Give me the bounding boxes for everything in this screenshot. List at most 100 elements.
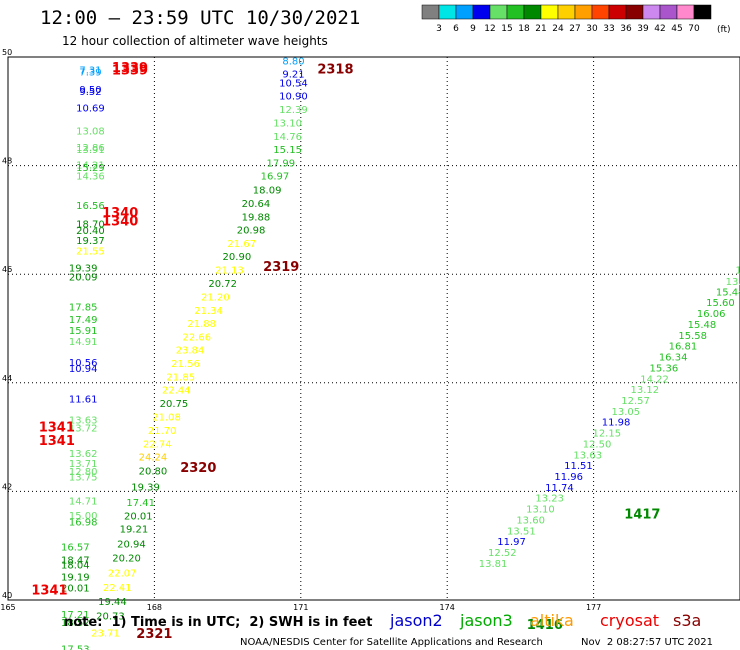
- wave-height-value: 14.21: [76, 160, 105, 171]
- wave-height-value: 21.56: [171, 359, 200, 370]
- timestamp-text: Nov 2 08:27:57 UTC 2021: [581, 637, 713, 648]
- footer-note: note: 1) Time is in UTC; 2) SWH is in fe…: [64, 615, 372, 630]
- satellite-legend: jason2 jason3 altika cryosat s3a: [389, 611, 701, 630]
- wave-height-value: 16.97: [261, 172, 290, 183]
- wave-height-value: 15.00: [69, 511, 98, 522]
- wave-height-value: 13.10: [273, 119, 302, 130]
- pass-number: 1340: [102, 206, 138, 221]
- legend-label: 3: [436, 24, 442, 34]
- legend-swatch: [591, 4, 610, 20]
- wave-height-value: 13.23: [535, 494, 564, 505]
- wave-height-value: 20.01: [61, 583, 90, 594]
- wave-height-value: 13.81: [479, 559, 508, 570]
- y-tick-label: 40: [2, 591, 12, 600]
- wave-height-value: 18.04: [61, 561, 90, 572]
- legend-swatch: [540, 4, 559, 20]
- pass-number: 2321: [136, 627, 172, 642]
- chart-subtitle: 12 hour collection of altimeter wave hei…: [62, 34, 328, 48]
- wave-height-value: 19.39: [131, 482, 160, 493]
- legend-swatch: [642, 4, 661, 20]
- wave-height-value: 17.41: [126, 498, 155, 509]
- x-tick-label: 171: [293, 603, 308, 612]
- pass-number: 2320: [180, 461, 216, 476]
- wave-height-value: 13.51: [507, 526, 536, 537]
- wave-height-value: 13.91: [76, 145, 105, 156]
- axis-ticks: 165 168 171 174 177 40 42 44 46 48 50: [0, 48, 601, 612]
- wave-height-value: 17.85: [69, 303, 98, 314]
- wave-height-value: 12.39: [279, 105, 308, 116]
- wave-height-value: 22.74: [143, 439, 172, 450]
- legend-label: 33: [603, 24, 614, 34]
- wave-height-value: 17.53: [61, 645, 90, 650]
- wave-height-value: 12.80: [69, 467, 98, 478]
- wave-height-value: 23.84: [176, 345, 205, 356]
- wave-height-value: 15.15: [273, 145, 302, 156]
- wave-height-value: 22.44: [162, 386, 191, 397]
- pass-number: 1340: [102, 214, 138, 229]
- legend-swatch: [455, 4, 474, 20]
- wave-height-value: 20.09: [69, 273, 98, 284]
- wave-height-value: 13.85: [726, 277, 740, 288]
- legend-swatch: [489, 4, 508, 20]
- legend-swatch: [693, 4, 712, 20]
- wave-height-value: 12.57: [621, 396, 650, 407]
- wave-height-value: 19.44: [98, 597, 127, 608]
- wave-height-value: 15.91: [69, 326, 98, 337]
- wave-height-value: 16.06: [697, 309, 726, 320]
- wave-height-value: 10.56: [69, 358, 98, 369]
- wave-height-value: 12.15: [592, 429, 621, 440]
- wave-height-value: 19.37: [76, 236, 105, 247]
- wave-height-value: 21.67: [227, 239, 256, 250]
- legend-swatch: [523, 4, 542, 20]
- wave-height-value: 20.75: [160, 399, 189, 410]
- wave-height-value: 8.80: [282, 57, 304, 68]
- wave-height-value: 13.10: [526, 505, 555, 516]
- wave-height-value: 21.70: [148, 426, 177, 437]
- legend-label: 15: [501, 24, 512, 34]
- wave-height-value: 16.98: [69, 518, 98, 529]
- wave-height-value: 17.99: [266, 159, 295, 170]
- wave-height-value: 20.72: [208, 279, 237, 290]
- x-tick-label: 174: [440, 603, 455, 612]
- wave-height-value: 21.88: [187, 319, 216, 330]
- legend-label: 45: [671, 24, 682, 34]
- wave-height-value: 15.36: [650, 363, 679, 374]
- wave-height-value: 14.91: [69, 337, 98, 348]
- x-tick-label: 165: [0, 603, 15, 612]
- legend-swatch: [421, 4, 440, 20]
- wave-height-value: 18.47: [61, 556, 90, 567]
- wave-height-value: 9.52: [79, 87, 101, 98]
- pass-number: 2318: [317, 62, 353, 77]
- legend-label: 30: [586, 24, 598, 34]
- wave-height-value: 13.71: [69, 459, 98, 470]
- wave-height-value: 18.52: [61, 618, 90, 629]
- wave-height-value: 19.39: [69, 263, 98, 274]
- wave-height-value: 23.71: [91, 628, 120, 639]
- legend-swatch: [608, 4, 627, 20]
- wave-height-value: 16.81: [669, 342, 698, 353]
- satellite-name: jason3: [459, 611, 513, 630]
- wave-height-value: 20.94: [117, 539, 146, 550]
- pass-number: 1417: [624, 508, 660, 523]
- wave-height-value: 11.74: [545, 483, 574, 494]
- wave-height-value: 11.97: [497, 537, 526, 548]
- satellite-name: jason2: [389, 611, 443, 630]
- wave-height-value: 18.70: [76, 220, 105, 231]
- wave-height-value: 11.96: [554, 472, 583, 483]
- wave-height-value: 16.56: [76, 201, 105, 212]
- wave-height-value: 20.73: [96, 612, 125, 623]
- pass-number: 1416: [527, 618, 563, 633]
- wave-height-value: 13.05: [611, 407, 640, 418]
- wave-height-value: 11.61: [69, 394, 98, 405]
- legend-swatch: [438, 4, 457, 20]
- wave-height-value: 21.20: [201, 292, 230, 303]
- x-tick-label: 177: [586, 603, 601, 612]
- wave-height-value: 24.24: [139, 452, 168, 463]
- wave-height-value: 13.63: [69, 416, 98, 427]
- wave-height-value: 12.52: [488, 548, 517, 559]
- legend-label: 27: [569, 24, 580, 34]
- pass-number: 1341: [39, 434, 75, 449]
- legend-label: 12: [484, 24, 495, 34]
- pass-number: 1341: [31, 584, 67, 599]
